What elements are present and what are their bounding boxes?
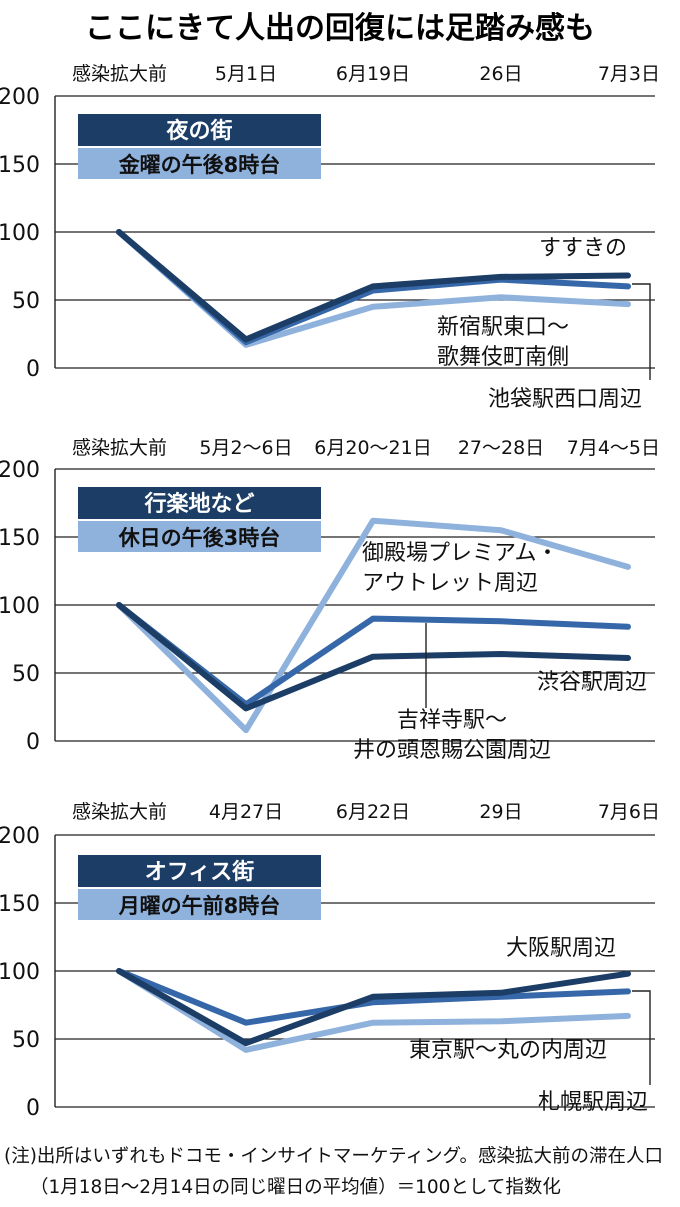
- y-tick-label: 100: [0, 594, 40, 619]
- box-title-bar: [78, 114, 321, 146]
- series-line: [116, 968, 631, 1026]
- y-tick-label: 100: [0, 221, 40, 246]
- x-tick-label: 7月4〜5日: [567, 437, 660, 459]
- x-tick-label: 6月19日: [336, 63, 410, 85]
- y-tick-label: 150: [0, 892, 40, 917]
- x-tick-label: 7月3日: [598, 63, 660, 85]
- y-tick-label: 200: [0, 458, 40, 483]
- x-tick-label: 感染拡大前: [72, 801, 167, 823]
- x-tick-label: 感染拡大前: [72, 63, 167, 85]
- y-tick-label: 0: [26, 730, 40, 755]
- series-label: 吉祥寺駅〜: [397, 708, 507, 733]
- leader-line: [632, 990, 651, 1085]
- y-tick-label: 150: [0, 526, 40, 551]
- footnote-line-2: （1月18日〜2月14日の同じ曜日の平均値）＝100として指数化: [30, 1177, 561, 1198]
- series-label: アウトレット周辺: [362, 571, 538, 596]
- box-title: オフィス街: [145, 859, 255, 885]
- x-tick-label: 27〜28日: [458, 437, 544, 459]
- x-tick-label: 29日: [479, 801, 522, 823]
- x-tick-label: 6月22日: [336, 801, 410, 823]
- box-subtitle: 金曜の午後8時台: [118, 153, 281, 177]
- x-tick-label: 4月27日: [209, 801, 283, 823]
- box-title-bar: [78, 487, 321, 519]
- y-tick-label: 50: [12, 662, 40, 687]
- chart-panel-2: 0 50 100 150 200 感染拡大前 5月2〜6日 6月20〜21日 27〜28日 7月4…: [0, 437, 660, 763]
- box-subtitle: 月曜の午前8時台: [118, 894, 281, 918]
- y-tick-label: 100: [0, 960, 40, 985]
- series-label: 札幌駅周辺: [538, 1090, 648, 1115]
- box-subtitle: 休日の午後3時台: [118, 526, 281, 550]
- x-tick-label: 7月6日: [598, 801, 660, 823]
- series-label: 新宿駅東口〜: [437, 315, 569, 340]
- box-title: 行楽地など: [143, 491, 254, 517]
- x-tick-label: 6月20〜21日: [314, 437, 431, 459]
- series-line: [116, 602, 631, 712]
- series-line: [116, 229, 631, 343]
- box-subtitle-bar: [78, 148, 321, 179]
- y-tick-label: 200: [0, 824, 40, 849]
- box-title-bar: [78, 855, 321, 887]
- y-tick-label: 150: [0, 153, 40, 178]
- series-label: 御殿場プレミアム・: [362, 541, 558, 566]
- x-tick-label: 26日: [479, 63, 522, 85]
- box-subtitle-bar: [78, 521, 321, 552]
- x-tick-label: 5月1日: [215, 63, 277, 85]
- box-title: 夜の街: [165, 118, 232, 144]
- main-title: ここにきて人出の回復には足踏み感も: [85, 11, 595, 46]
- y-tick-label: 0: [26, 1096, 40, 1121]
- leader-line: [632, 283, 651, 380]
- chart-panel-3: 0 50 100 150 200 感染拡大前 4月27日 6月22日 29日 7月6日大阪駅周辺東…: [0, 801, 660, 1121]
- panels: 0 50 100 150 200 感染拡大前 5月1日 6月19日 26日 7月3日すすきの新宿駅…: [0, 63, 660, 1121]
- series-label: 井の頭恩賜公園周辺: [353, 738, 551, 763]
- series-line: [116, 968, 631, 1053]
- series-line: [116, 517, 631, 734]
- y-tick-label: 50: [12, 289, 40, 314]
- footnote-line-1: (注)出所はいずれもドコモ・インサイトマーケティング。感染拡大前の滞在人口: [4, 1146, 663, 1167]
- series-line: [116, 968, 631, 1047]
- x-tick-label: 5月2〜6日: [199, 437, 292, 459]
- y-tick-label: 50: [12, 1028, 40, 1053]
- series-label: すすきの: [539, 236, 627, 261]
- series-label: 渋谷駅周辺: [537, 670, 647, 695]
- x-tick-label: 感染拡大前: [72, 437, 167, 459]
- box-subtitle-bar: [78, 889, 321, 920]
- y-tick-label: 0: [26, 357, 40, 382]
- series-label: 歌舞伎町南側: [437, 345, 569, 370]
- series-label: 池袋駅西口周辺: [488, 387, 642, 412]
- series-label: 東京駅〜丸の内周辺: [409, 1038, 607, 1063]
- y-tick-label: 200: [0, 85, 40, 110]
- series-label: 大阪駅周辺: [506, 936, 616, 961]
- chart-panel-1: 0 50 100 150 200 感染拡大前 5月1日 6月19日 26日 7月3日すすきの新宿駅…: [0, 63, 660, 412]
